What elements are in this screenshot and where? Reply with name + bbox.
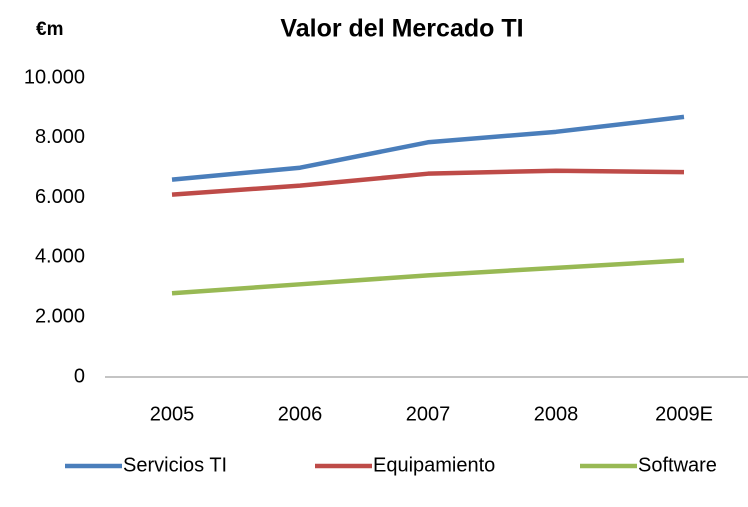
data-line — [171, 114, 685, 182]
data-line — [171, 168, 685, 197]
x-tick-label: 2008 — [534, 403, 579, 425]
y-axis-label: €m — [36, 19, 63, 40]
y-tick-label: 0 — [74, 365, 85, 387]
legend-label: Software — [638, 454, 717, 476]
legend-label: Equipamiento — [373, 454, 495, 476]
x-tick-label: 2006 — [278, 403, 323, 425]
x-tick-label: 2005 — [150, 403, 195, 425]
data-line — [171, 258, 685, 296]
y-tick-label: 10.000 — [24, 66, 85, 88]
legend-label: Servicios TI — [123, 454, 227, 476]
y-tick-label: 6.000 — [35, 186, 85, 208]
y-tick-label: 4.000 — [35, 246, 85, 268]
chart-title: Valor del Mercado TI — [280, 15, 523, 43]
y-tick-label: 2.000 — [35, 305, 85, 327]
x-tick-label: 2007 — [406, 403, 451, 425]
x-tick-label: 2009E — [655, 403, 713, 425]
y-tick-label: 8.000 — [35, 126, 85, 148]
